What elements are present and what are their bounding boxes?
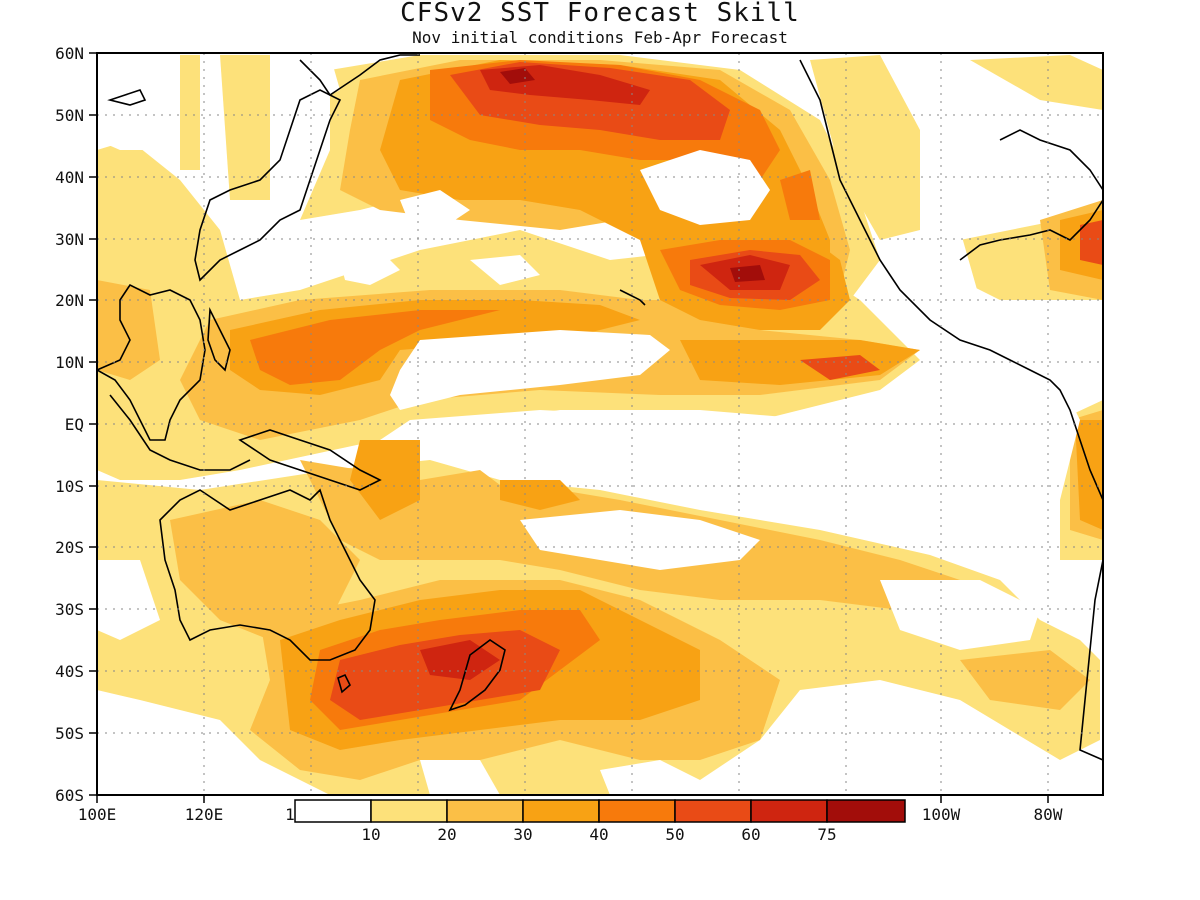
lat-label-20n: 20N: [55, 291, 84, 310]
legend-swatch-3: [522, 799, 600, 823]
legend-swatch-4: [598, 799, 676, 823]
skill-below-10: [97, 55, 1100, 795]
lat-label-30n: 30N: [55, 230, 84, 249]
legend-label-20: 20: [437, 825, 456, 844]
lat-label-30s: 30S: [55, 600, 84, 619]
legend-label-75: 75: [817, 825, 836, 844]
lon-label-80w: 80W: [1034, 805, 1063, 824]
chart-subtitle: Nov initial conditions Feb-Apr Forecast: [412, 28, 788, 47]
lon-label-120e: 120E: [185, 805, 224, 824]
lat-label-20s: 20S: [55, 538, 84, 557]
legend-label-40: 40: [589, 825, 608, 844]
legend-swatch-7: [826, 799, 906, 823]
lat-label-60n: 60N: [55, 44, 84, 63]
lat-label-50s: 50S: [55, 724, 84, 743]
latitude-labels: 60N 50N 40N 30N 20N 10N EQ 10S 20S 30S 4…: [55, 44, 84, 805]
color-legend: 10 20 30 40 50 60 75: [294, 799, 906, 844]
legend-swatch-5: [674, 799, 752, 823]
legend-label-50: 50: [665, 825, 684, 844]
lat-label-50n: 50N: [55, 106, 84, 125]
lat-label-40s: 40S: [55, 662, 84, 681]
lon-label-100w: 100W: [922, 805, 961, 824]
legend-swatch-6: [750, 799, 828, 823]
legend-swatch-0: [294, 799, 372, 823]
legend-label-60: 60: [741, 825, 760, 844]
legend-label-30: 30: [513, 825, 532, 844]
legend-swatch-1: [370, 799, 448, 823]
chart-title: CFSv2 SST Forecast Skill: [400, 0, 800, 28]
lon-label-partial: 1: [285, 805, 295, 824]
coastlines: [97, 54, 1103, 761]
lat-label-10n: 10N: [55, 353, 84, 372]
legend-label-10: 10: [361, 825, 380, 844]
legend-swatch-2: [446, 799, 524, 823]
longitude-labels: 100E 120E 1 100W 80W: [78, 805, 1063, 824]
lat-label-eq: EQ: [65, 415, 84, 434]
skill-fields: [97, 55, 1103, 795]
lat-label-40n: 40N: [55, 168, 84, 187]
axis-ticks: [89, 52, 1049, 803]
lon-label-100e: 100E: [78, 805, 117, 824]
lat-label-10s: 10S: [55, 477, 84, 496]
lat-label-60s: 60S: [55, 786, 84, 805]
